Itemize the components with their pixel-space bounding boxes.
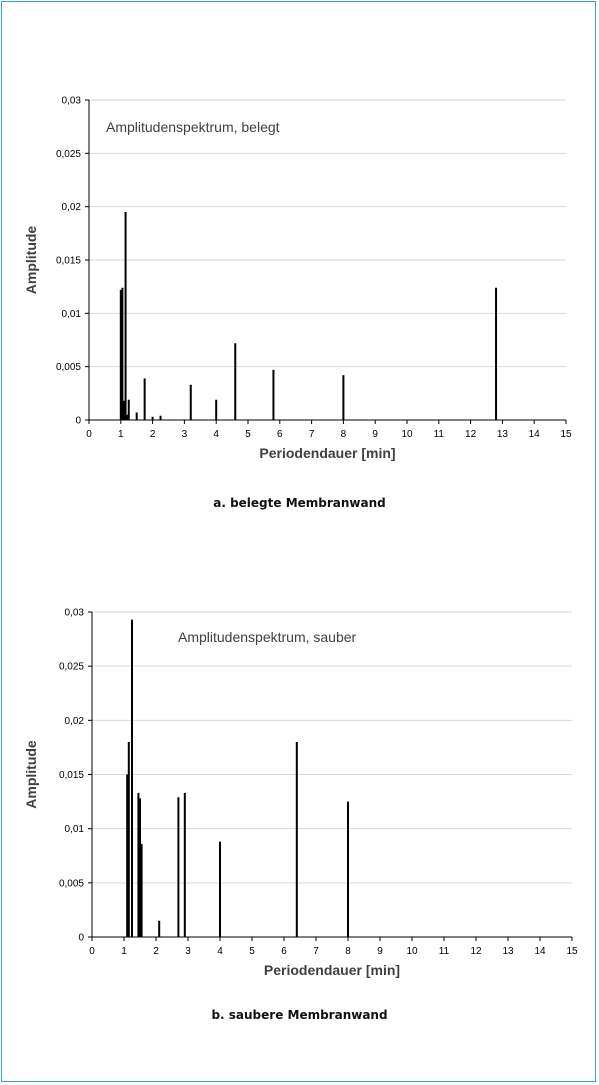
x-tick-label: 13 [497, 429, 509, 440]
x-tick-label: 12 [465, 429, 477, 440]
y-tick-label: 0,02 [65, 716, 85, 727]
x-tick-label: 15 [560, 429, 572, 440]
x-tick-label: 5 [249, 946, 255, 957]
x-tick-label: 10 [406, 946, 418, 957]
x-tick-label: 3 [182, 429, 188, 440]
x-tick-label: 3 [185, 946, 191, 957]
x-tick-label: 8 [345, 946, 351, 957]
y-tick-label: 0,025 [59, 662, 84, 673]
y-tick-label: 0,01 [65, 824, 85, 835]
x-tick-label: 13 [502, 946, 514, 957]
x-tick-label: 7 [309, 429, 315, 440]
y-tick-label: 0,015 [56, 256, 81, 267]
x-tick-label: 8 [341, 429, 347, 440]
y-tick-label: 0,005 [56, 362, 81, 373]
chart-title: Amplitudenspektrum, belegt [106, 119, 280, 135]
x-tick-label: 4 [213, 429, 219, 440]
y-axis-label: Amplitude [23, 226, 39, 295]
y-tick-label: 0,015 [59, 770, 84, 781]
x-tick-label: 5 [245, 429, 251, 440]
x-tick-label: 14 [529, 429, 541, 440]
caption-belegt: a. belegte Membranwand [213, 496, 386, 510]
chart-title: Amplitudenspektrum, sauber [178, 629, 357, 645]
y-axis-label: Amplitude [23, 740, 39, 809]
x-tick-label: 6 [277, 429, 283, 440]
x-tick-label: 1 [121, 946, 127, 957]
x-tick-label: 11 [439, 946, 450, 957]
x-tick-label: 1 [118, 429, 124, 440]
x-tick-label: 14 [534, 946, 546, 957]
x-tick-label: 10 [401, 429, 413, 440]
x-tick-label: 15 [566, 946, 578, 957]
x-tick-label: 12 [470, 946, 482, 957]
y-tick-label: 0,025 [56, 149, 81, 160]
x-tick-label: 9 [377, 946, 383, 957]
x-tick-label: 7 [313, 946, 319, 957]
x-tick-label: 2 [150, 429, 156, 440]
y-tick-label: 0,01 [62, 309, 82, 320]
x-tick-label: 4 [217, 946, 223, 957]
y-tick-label: 0,005 [59, 878, 84, 889]
y-tick-label: 0,02 [62, 202, 82, 213]
x-tick-label: 2 [153, 946, 159, 957]
y-tick-label: 0 [75, 416, 81, 427]
x-tick-label: 0 [89, 946, 95, 957]
y-tick-label: 0,03 [65, 608, 85, 619]
y-tick-label: 0,03 [62, 96, 82, 107]
x-tick-label: 11 [434, 429, 445, 440]
x-axis-label: Periodendauer [min] [264, 962, 400, 978]
y-tick-label: 0 [78, 933, 84, 944]
x-axis-label: Periodendauer [min] [259, 445, 395, 461]
x-tick-label: 9 [372, 429, 378, 440]
x-tick-label: 0 [86, 429, 92, 440]
x-tick-label: 6 [281, 946, 287, 957]
caption-sauber: b. saubere Membranwand [211, 1008, 388, 1022]
